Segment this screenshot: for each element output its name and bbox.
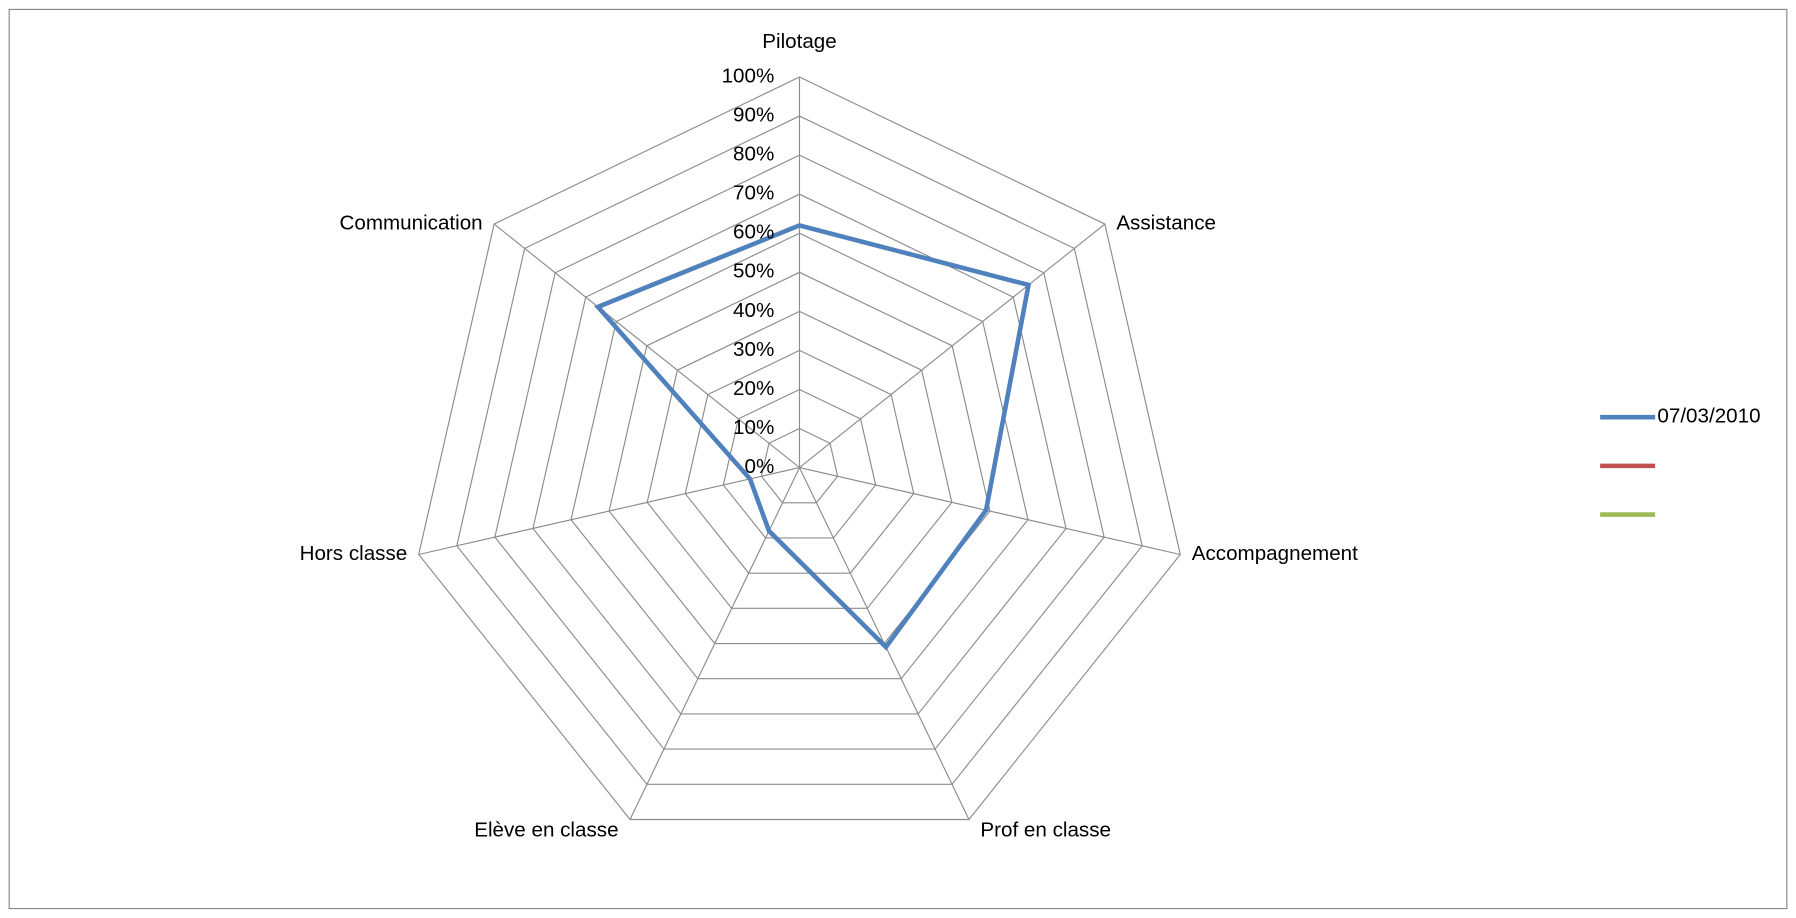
grid-line [570,232,1029,680]
r-tick-label: 40% [733,299,774,322]
grid-line [684,349,915,574]
series-line [594,223,1032,651]
category-label: Pilotage [762,30,836,53]
r-tick-label: 90% [733,104,774,127]
spoke [629,467,801,820]
category-label: Accompagnement [1192,542,1358,565]
spoke [418,467,800,556]
grid-line [532,193,1067,715]
grid-line [418,76,1181,821]
grid-line [608,271,991,645]
chart-border [8,8,1788,910]
grid-line [494,154,1105,750]
r-tick-label: 50% [733,260,774,283]
spoke [799,467,1181,556]
category-label: Assistance [1116,212,1216,235]
category-label: Communication [339,212,482,235]
r-tick-label: 20% [733,377,774,400]
grid-line [722,388,877,539]
spoke [799,223,1106,469]
r-tick-label: 70% [733,182,774,205]
r-tick-label: 100% [722,64,775,87]
labels: 0% 10% 20% 30% 40% 50% 60% 70% 80% 90% 100% Pilotag… [300,30,1761,841]
category-label: Prof en classe [980,818,1111,841]
r-tick-label: 10% [733,416,774,439]
grid-line [456,115,1143,785]
grid-line [760,427,839,504]
category-label: Elève en classe [474,818,618,841]
category-label: Hors classe [300,542,408,565]
r-tick-label: 30% [733,338,774,361]
spoke [493,223,800,469]
r-tick-label: 60% [733,221,774,244]
r-tick-label: 0% [744,455,774,478]
legend-label: 07/03/2010 [1657,405,1760,428]
r-tick-label: 80% [733,143,774,166]
plot [594,223,1032,651]
